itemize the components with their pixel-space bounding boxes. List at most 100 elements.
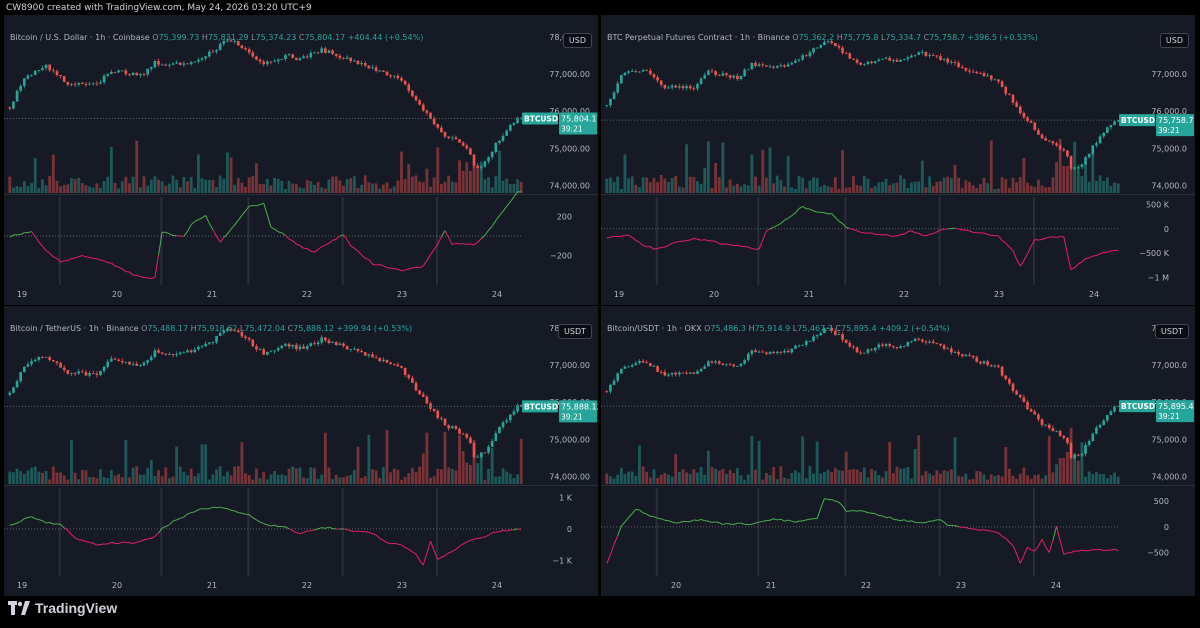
- candle: [942, 58, 946, 60]
- volume-bar: [953, 437, 957, 484]
- volume-bar: [62, 475, 66, 484]
- osc-segment: [824, 212, 829, 215]
- volume-bar: [465, 162, 469, 193]
- volume-bar: [269, 185, 273, 193]
- volume-bar: [371, 183, 374, 193]
- chart-svg[interactable]: 78,000.077,000.076,000.075,000.074,000.0…: [601, 306, 1195, 596]
- candle: [1022, 113, 1026, 118]
- session-separator: [160, 197, 163, 285]
- osc-segment: [1107, 250, 1112, 253]
- volume-bar: [385, 429, 389, 484]
- volume-bar: [15, 468, 19, 484]
- candle: [247, 49, 251, 53]
- volume-bar: [656, 477, 660, 484]
- candle: [866, 61, 870, 65]
- volume-bar: [946, 176, 950, 193]
- volume-bar: [1065, 452, 1069, 484]
- candle: [775, 351, 779, 354]
- candle: [70, 84, 73, 86]
- osc-segment: [693, 237, 698, 240]
- candle: [400, 366, 403, 368]
- osc-segment: [107, 541, 112, 545]
- chart-svg[interactable]: 78,000.0077,000.0076,000.0075,000.0074,0…: [4, 306, 598, 596]
- candle: [349, 57, 353, 62]
- currency-button[interactable]: USDT: [558, 324, 592, 339]
- volume-bar: [931, 475, 935, 484]
- volume-bar: [699, 183, 703, 193]
- osc-segment: [657, 247, 662, 249]
- candle: [218, 332, 222, 336]
- candle: [1037, 414, 1040, 420]
- volume-bar: [812, 473, 815, 484]
- volume-bar: [229, 157, 233, 193]
- price-tag-countdown: 39:21: [561, 412, 583, 421]
- osc-segment: [972, 528, 977, 531]
- volume-bar: [204, 179, 208, 193]
- candle: [732, 364, 736, 367]
- osc-segment: [444, 230, 450, 238]
- price-tag-price: 75,758.7: [1158, 116, 1194, 125]
- volume-bar: [1109, 475, 1113, 484]
- candle: [786, 64, 790, 67]
- volume-bar: [338, 477, 342, 484]
- osc-segment: [205, 215, 210, 224]
- candle: [295, 344, 298, 350]
- candle: [33, 70, 37, 75]
- candle: [407, 374, 411, 378]
- volume-bar: [146, 468, 150, 484]
- osc-segment: [455, 545, 460, 550]
- osc-segment: [1012, 250, 1018, 260]
- volume-bar: [826, 469, 830, 484]
- candle: [924, 341, 928, 343]
- osc-segment: [249, 204, 253, 207]
- currency-button[interactable]: USD: [1159, 33, 1189, 48]
- osc-segment: [791, 212, 796, 216]
- chart-panel-binance-spot[interactable]: 78,000.0077,000.0076,000.0075,000.0074,0…: [4, 306, 598, 596]
- chart-svg[interactable]: 78,000.0077,000.0076,000.0075,000.0074,0…: [4, 15, 598, 305]
- chart-svg[interactable]: 77,000.076,000.075,000.074,000.0BTCUSD.P…: [601, 15, 1195, 305]
- osc-segment: [422, 260, 428, 267]
- candle: [88, 373, 91, 376]
- candle: [193, 349, 197, 353]
- osc-segment: [136, 540, 141, 543]
- candle: [801, 344, 804, 346]
- tradingview-logo: TradingView: [8, 600, 117, 616]
- volume-bar: [877, 475, 881, 484]
- volume-bar: [906, 466, 910, 484]
- candle: [273, 350, 276, 352]
- osc-segment: [893, 235, 898, 237]
- volume-bar: [429, 477, 432, 484]
- osc-segment: [802, 519, 807, 522]
- currency-button[interactable]: USD: [562, 33, 592, 48]
- volume-bar: [233, 466, 237, 484]
- osc-segment: [201, 215, 206, 219]
- volume-bar: [1029, 478, 1033, 484]
- volume-bar: [685, 472, 689, 484]
- volume-bar: [663, 178, 667, 193]
- chart-panel-coinbase[interactable]: 78,000.0077,000.0076,000.0075,000.0074,0…: [4, 15, 598, 305]
- chart-panel-okx[interactable]: 78,000.077,000.076,000.075,000.074,000.0…: [601, 306, 1195, 596]
- osc-segment: [34, 236, 40, 243]
- brand-name: TradingView: [35, 600, 118, 616]
- currency-button[interactable]: USDT: [1155, 324, 1189, 339]
- osc-segment: [733, 522, 738, 525]
- candle: [964, 67, 968, 71]
- session-separator: [757, 197, 760, 285]
- candle: [1029, 121, 1033, 123]
- osc-segment: [227, 508, 232, 511]
- candle: [356, 60, 360, 65]
- volume-bar: [487, 177, 490, 193]
- candle: [1080, 164, 1084, 167]
- candle: [819, 333, 823, 336]
- volume-bar: [964, 473, 968, 484]
- osc-segment: [459, 543, 464, 547]
- osc-segment: [1088, 255, 1094, 259]
- chart-panel-binance-perp[interactable]: 77,000.0 76,000.0 75,000.0 74,000.0 BTCUSD.P…: [601, 15, 1195, 305]
- candle: [761, 64, 765, 66]
- candle: [765, 352, 768, 355]
- candle: [26, 364, 30, 367]
- candle: [971, 71, 975, 73]
- volume-bar: [855, 469, 859, 484]
- osc-segment: [1048, 540, 1054, 553]
- osc-tick-label: 500 K: [1146, 200, 1170, 209]
